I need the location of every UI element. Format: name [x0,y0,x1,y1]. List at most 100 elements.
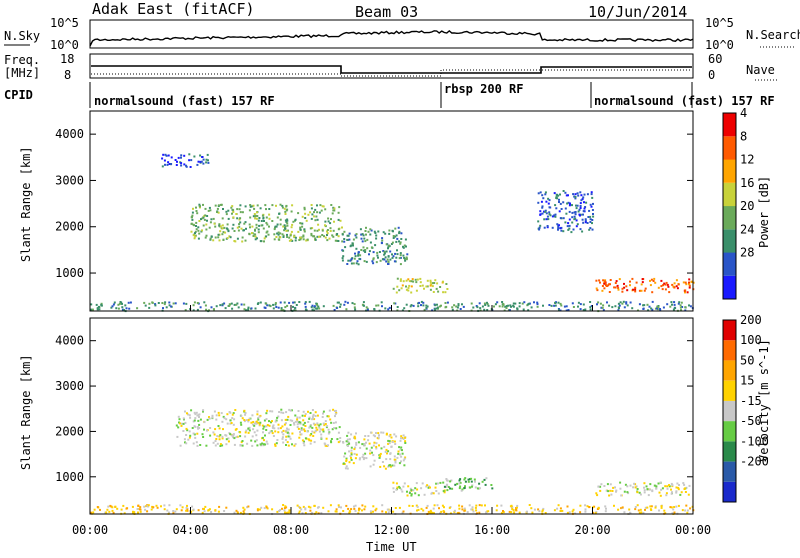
range-cell [288,408,291,411]
range-cell [243,222,246,225]
range-cell [471,506,474,509]
range-cell [341,233,344,236]
range-cell [354,457,357,460]
range-cell [578,208,581,211]
range-cell [282,411,285,414]
range-cell [324,220,327,223]
range-cell [660,506,663,509]
range-cell [679,306,682,309]
range-cell [640,283,643,286]
range-cell [226,223,229,226]
range-cell [265,208,267,211]
range-cell [279,509,282,512]
range-cell [388,306,391,309]
range-cell [591,228,594,231]
colorbar-tick-label: -50 [740,414,762,428]
range-cell [608,283,610,286]
range-cell [379,452,382,455]
range-cell [565,194,568,197]
range-cell [304,413,307,416]
range-cell [239,511,242,514]
range-cell [575,204,577,207]
range-cell [459,478,462,481]
range-cell [647,309,650,312]
range-cell [485,477,488,480]
range-cell [409,487,412,490]
range-cell [303,230,306,233]
range-cell [446,301,449,304]
range-cell [331,234,334,237]
nave-label: Nave [746,63,775,77]
range-cell [589,301,592,303]
range-cell [474,486,477,489]
range-cell [386,258,389,261]
range-cell [453,509,456,512]
range-cell [399,252,402,255]
range-cell [432,507,435,510]
range-cell [307,421,310,423]
range-cell [583,201,585,204]
range-cell [143,301,146,304]
range-cell [320,209,323,212]
range-cell [617,288,620,291]
range-cell [559,217,562,220]
range-cell [193,419,196,422]
range-cell [659,494,662,497]
range-cell [207,509,210,512]
range-cell [133,511,136,514]
range-cell [454,483,457,486]
range-cell [582,303,585,306]
range-cell [619,487,622,490]
range-cell [470,480,473,483]
range-cell [208,508,211,511]
range-cell [327,444,329,447]
range-cell [303,440,305,443]
range-cell [331,212,334,215]
range-cell [641,278,644,281]
range-cell [192,432,195,435]
range-cell [374,232,377,234]
range-cell [264,434,266,437]
range-cell [132,511,135,514]
range-cell [548,304,551,306]
range-cell [372,444,375,447]
range-cell [476,512,478,515]
range-cell [392,235,395,237]
range-cell [577,305,579,308]
range-cell [368,250,371,253]
range-cell [634,506,637,508]
range-cell [265,506,268,509]
range-cell [241,444,244,447]
range-cell [464,480,467,483]
range-cell [208,206,211,209]
range-cell [688,284,691,287]
range-cell [295,304,298,306]
range-cell [333,427,336,430]
range-cell [285,229,288,232]
range-cell [437,290,440,293]
range-cell [251,225,254,228]
range-cell [254,238,257,241]
range-cell [322,410,325,413]
range-cell [301,414,304,417]
range-cell [457,304,460,307]
range-cell [391,229,394,232]
range-cell [496,301,499,304]
range-cell [252,428,255,431]
range-cell [289,424,292,426]
range-cell [182,302,185,305]
range-cell [560,226,563,229]
colorbar-swatch [723,340,736,361]
range-cell [522,308,525,311]
range-cell [405,303,408,306]
range-cell [201,229,203,232]
range-cell [461,508,464,511]
range-cell [353,452,356,455]
range-cell [671,491,673,494]
range-cell [257,417,260,420]
range-cell [366,307,369,310]
range-cell [225,438,228,441]
range-cell [485,511,488,514]
range-cell [688,278,691,281]
range-cell [199,206,201,209]
